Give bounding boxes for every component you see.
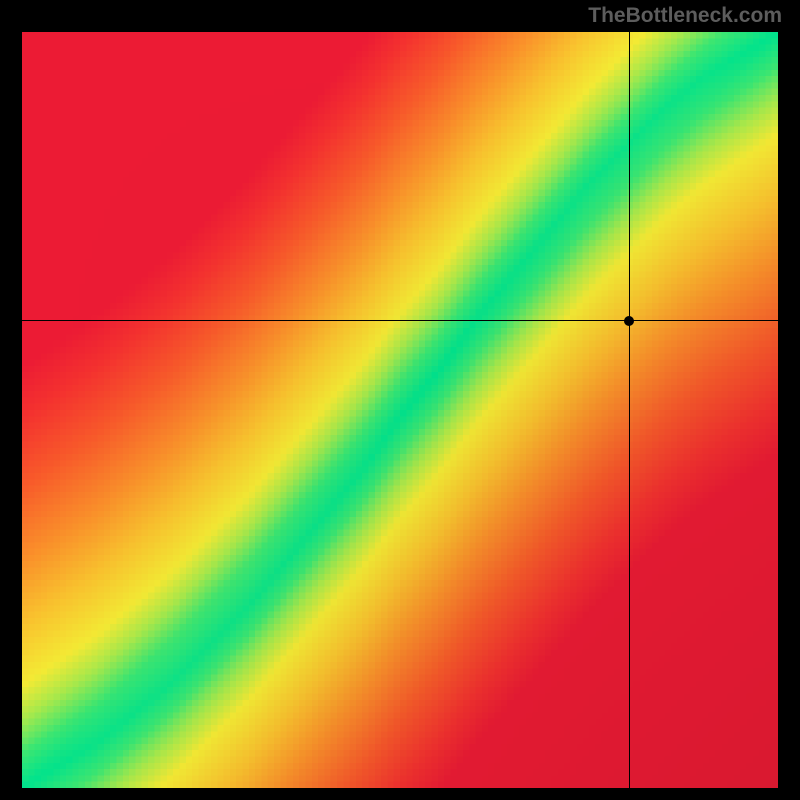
watermark-text: TheBottleneck.com (588, 4, 782, 28)
crosshair-vertical (629, 32, 630, 788)
plot-area (22, 32, 778, 788)
crosshair-marker (624, 316, 634, 326)
heatmap-canvas (22, 32, 778, 788)
crosshair-horizontal (22, 320, 778, 321)
